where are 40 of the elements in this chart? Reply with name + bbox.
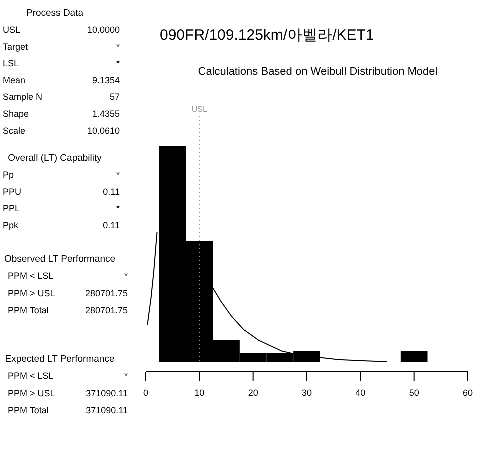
annotation: 371090.11 (86, 406, 128, 416)
annotation: USL (3, 25, 21, 35)
annotation: 57 (110, 92, 120, 102)
annotation: Expected LT Performance (5, 354, 115, 365)
annotation: Observed LT Performance (4, 254, 116, 265)
annotation: PPM > USL (8, 388, 56, 398)
annotation: PPM < LSL (8, 371, 54, 381)
annotation: * (116, 204, 120, 214)
annotation: Overall (LT) Capability (8, 153, 102, 164)
annotation: Pp (3, 170, 14, 180)
annotation: Ppk (3, 220, 19, 230)
annotation: 1.4355 (92, 109, 120, 119)
annotation: PPM Total (8, 406, 49, 416)
annotation: * (116, 58, 120, 69)
annotation: 0.11 (103, 186, 120, 197)
annotation: PPU (3, 186, 22, 197)
annotation: * (124, 371, 128, 381)
annotation: * (116, 42, 120, 52)
annotation: Mean (3, 75, 26, 86)
annotation: 10.0000 (87, 25, 120, 35)
annotation: * (124, 271, 128, 281)
title: 090FR/109.125km/아벨라/KET1 (160, 27, 374, 44)
annotation: 371090.11 (86, 388, 128, 398)
annotation: PPL (3, 204, 20, 214)
annotation: * (116, 170, 120, 180)
annotation: 10.0610 (87, 126, 120, 136)
annotation: Target (3, 42, 28, 52)
annotation: 0.11 (103, 220, 120, 230)
subtitle: Calculations Based on Weibull Distribution Model (198, 66, 438, 78)
annotation: Sample N (3, 92, 43, 102)
annotation: 280701.75 (85, 288, 128, 298)
annotation: LSL (3, 58, 20, 69)
annotation: PPM < LSL (8, 271, 54, 281)
annotation: Shape (3, 109, 30, 119)
annotation: Scale (3, 126, 26, 136)
annotation: 280701.75 (85, 306, 128, 316)
annotation: PPM > USL (8, 288, 56, 298)
annotation: Process Data (26, 8, 84, 19)
annotation: PPM Total (8, 306, 49, 316)
annotation: 9.1354 (92, 75, 120, 86)
